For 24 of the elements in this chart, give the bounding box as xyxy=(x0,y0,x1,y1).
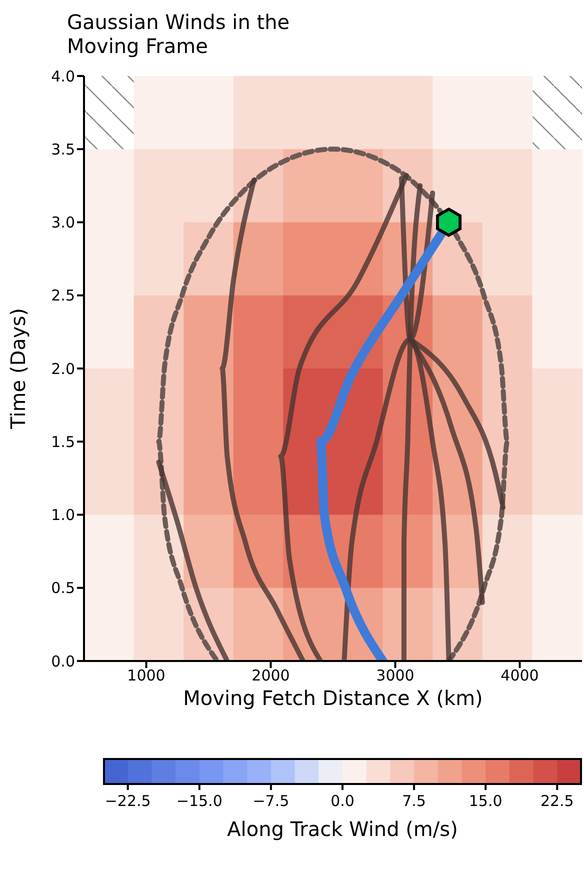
y-tick-label: 0.5 xyxy=(51,579,75,598)
color-bar-label: 7.5 xyxy=(402,792,426,810)
x-tick-label: 2000 xyxy=(252,666,290,685)
color-bar-label: −7.5 xyxy=(252,792,290,810)
y-tick-label: 1.5 xyxy=(51,432,75,451)
x-axis-title: Moving Fetch Distance X (km) xyxy=(183,686,483,710)
y-tick-label: 4.0 xyxy=(51,67,75,86)
color-bar-title: Along Track Wind (m/s) xyxy=(227,817,458,841)
color-bar-label: −22.5 xyxy=(104,792,151,810)
y-tick-label: 3.0 xyxy=(51,214,75,232)
y-tick-label: 2.0 xyxy=(51,360,75,378)
y-tick-label: 3.5 xyxy=(51,140,75,158)
color-bar-label: 0.0 xyxy=(330,792,354,810)
x-tick-label: 1000 xyxy=(127,666,166,685)
y-tick-label: 2.5 xyxy=(51,286,75,305)
chart-title: Gaussian Winds in the Moving Frame xyxy=(67,10,291,58)
x-tick-label: 3000 xyxy=(376,666,414,685)
y-axis-title: Time (Days) xyxy=(6,308,30,430)
color-bar-label: −15.0 xyxy=(176,792,222,810)
y-tick-label: 0.0 xyxy=(51,652,75,670)
color-bar-label: 15.0 xyxy=(468,792,502,810)
x-tick-label: 4000 xyxy=(500,666,539,685)
color-bar-label: 22.5 xyxy=(540,792,574,810)
y-tick-label: 1.0 xyxy=(51,506,75,524)
